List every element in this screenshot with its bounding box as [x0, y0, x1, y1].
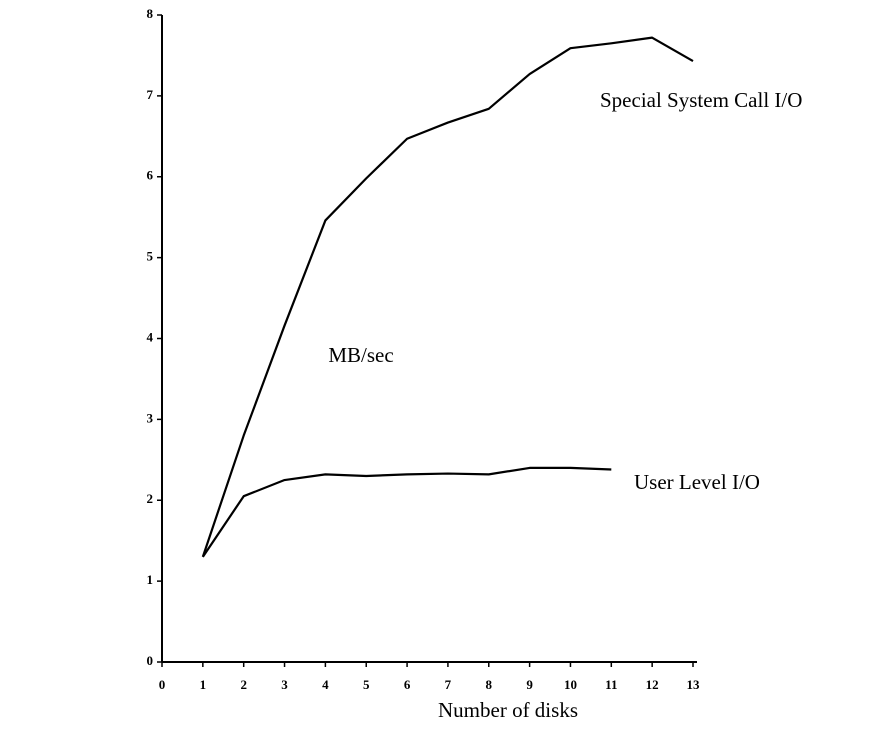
y-tick-label: 8 [147, 6, 154, 21]
x-tick-label: 13 [687, 677, 701, 692]
series-line [201, 36, 694, 558]
x-tick-label: 6 [404, 677, 411, 692]
y-tick-label: 4 [147, 329, 154, 344]
x-axis-label: Number of disks [438, 698, 578, 722]
series-label: Special System Call I/O [600, 88, 802, 112]
x-tick-label: 7 [445, 677, 452, 692]
x-tick-label: 1 [200, 677, 207, 692]
y-tick-label: 6 [147, 168, 154, 183]
x-tick-label: 2 [240, 677, 247, 692]
y-tick-label: 0 [147, 653, 154, 668]
x-tick-label: 12 [646, 677, 659, 692]
x-tick-label: 10 [564, 677, 577, 692]
x-tick-label: 4 [322, 677, 329, 692]
y-tick-label: 1 [147, 572, 154, 587]
x-tick-label: 3 [281, 677, 288, 692]
y-tick-label: 2 [147, 491, 154, 506]
y-tick-label: 7 [147, 87, 154, 102]
series-label: User Level I/O [634, 470, 760, 494]
x-tick-label: 5 [363, 677, 370, 692]
x-tick-label: 9 [526, 677, 533, 692]
x-tick-label: 0 [159, 677, 166, 692]
y-axis-label: MB/sec [328, 343, 393, 367]
x-tick-label: 8 [486, 677, 493, 692]
y-tick-label: 3 [147, 410, 154, 425]
y-tick-label: 5 [147, 249, 154, 264]
x-tick-label: 11 [605, 677, 617, 692]
series-line [201, 466, 612, 558]
